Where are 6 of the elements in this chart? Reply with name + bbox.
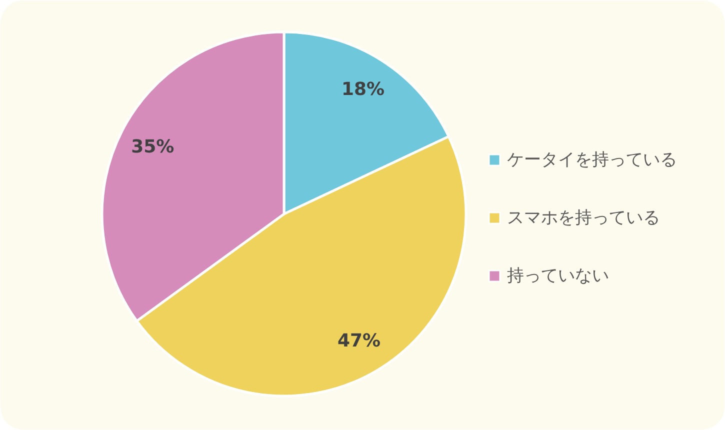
data-label: 35% [131,136,174,158]
data-label: 47% [337,330,381,352]
legend-label: 持っていない [507,266,609,286]
data-label: 18% [341,79,385,100]
legend-label: スマホを持っている [507,208,660,228]
legend-label: ケータイを持っている [507,150,677,170]
